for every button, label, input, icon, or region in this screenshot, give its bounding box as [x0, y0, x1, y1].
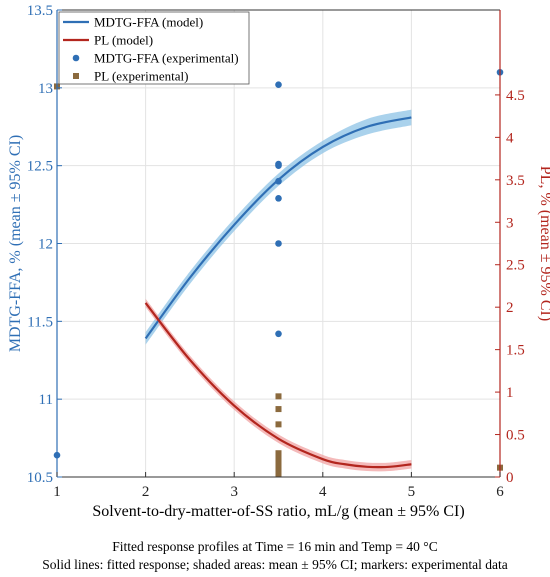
y-left-tick-label: 12 — [38, 237, 53, 253]
legend: MDTG-FFA (model) PL (model) MDTG-FFA (expe… — [58, 11, 250, 85]
y-left-tick-label: 11 — [39, 392, 53, 408]
data-point-pl — [275, 463, 282, 470]
caption-line-1: Fitted response profiles at Time = 16 mi… — [112, 539, 438, 554]
data-point-mdtg — [275, 240, 282, 247]
y-right-tick-label: 0.5 — [506, 428, 525, 444]
y-left-tick-label: 13 — [38, 81, 53, 97]
legend-label: PL (experimental) — [94, 69, 188, 84]
y-right-tick-label: 3.5 — [506, 173, 525, 189]
data-point-pl — [275, 406, 282, 413]
x-tick-label: 1 — [53, 484, 61, 500]
y-right-tick-label: 4.5 — [506, 88, 525, 104]
y-left-tick-label: 13.5 — [27, 3, 53, 19]
ci-band — [145, 298, 412, 472]
axes: 1 2 3 4 5 610.51111.51212.51313.500.511.522.5… — [7, 3, 550, 520]
legend-label: PL (model) — [94, 33, 153, 48]
x-tick-label: 6 — [496, 484, 504, 500]
model-line — [144, 302, 412, 469]
data-point-mdtg — [275, 160, 282, 168]
data-point-pl — [275, 460, 282, 467]
caption-line-2: Solid lines: fitted response; shaded are… — [42, 557, 508, 572]
y-left-tick-label: 11.5 — [27, 314, 53, 330]
legend-label: MDTG-FFA (model) — [94, 15, 203, 30]
y-right-tick-label: 3 — [506, 215, 514, 231]
y-right-tick-label: 1 — [506, 385, 514, 401]
y-right-tick-label: 0 — [506, 470, 514, 486]
data-point-pl — [275, 455, 282, 462]
y-right-tick-label: 4 — [506, 130, 514, 146]
confidence-bands — [145, 109, 412, 472]
x-tick-label: 5 — [408, 484, 416, 500]
legend-swatch-square — [73, 73, 79, 79]
legend-swatch-circle — [72, 54, 80, 62]
legend-label: MDTG-FFA (experimental) — [94, 51, 239, 66]
y-left-axis-title: MDTG-FFA, % (mean ± 95% CI) — [7, 135, 24, 352]
x-tick-label: 2 — [142, 484, 150, 500]
y-left-tick-label: 10.5 — [27, 470, 53, 486]
data-point-pl — [275, 421, 282, 428]
data-point-mdtg — [275, 81, 282, 89]
data-point-mdtg — [275, 195, 282, 202]
data-point-pl — [275, 393, 282, 400]
x-axis-title: Solvent-to-dry-matter-of-SS ratio, mL/g … — [92, 503, 464, 520]
chart: 1 2 3 4 5 610.51111.51212.51313.500.511.522.5… — [7, 3, 550, 520]
data-point-mdtg — [275, 177, 282, 185]
legend-box — [58, 11, 250, 85]
x-tick-label: 3 — [230, 484, 238, 500]
data-point-pl — [275, 467, 282, 474]
y-right-axis-title: PL, % (mean ± 95% CI) — [537, 166, 550, 321]
data-point-pl — [275, 450, 282, 457]
data-point-mdtg — [275, 330, 282, 338]
y-left-tick-label: 12.5 — [27, 159, 53, 175]
y-right-tick-label: 1.5 — [506, 343, 525, 359]
y-right-tick-label: 2.5 — [506, 258, 525, 274]
x-tick-label: 4 — [319, 484, 327, 500]
y-right-tick-label: 2 — [506, 300, 514, 316]
data-point-pl — [275, 470, 282, 477]
